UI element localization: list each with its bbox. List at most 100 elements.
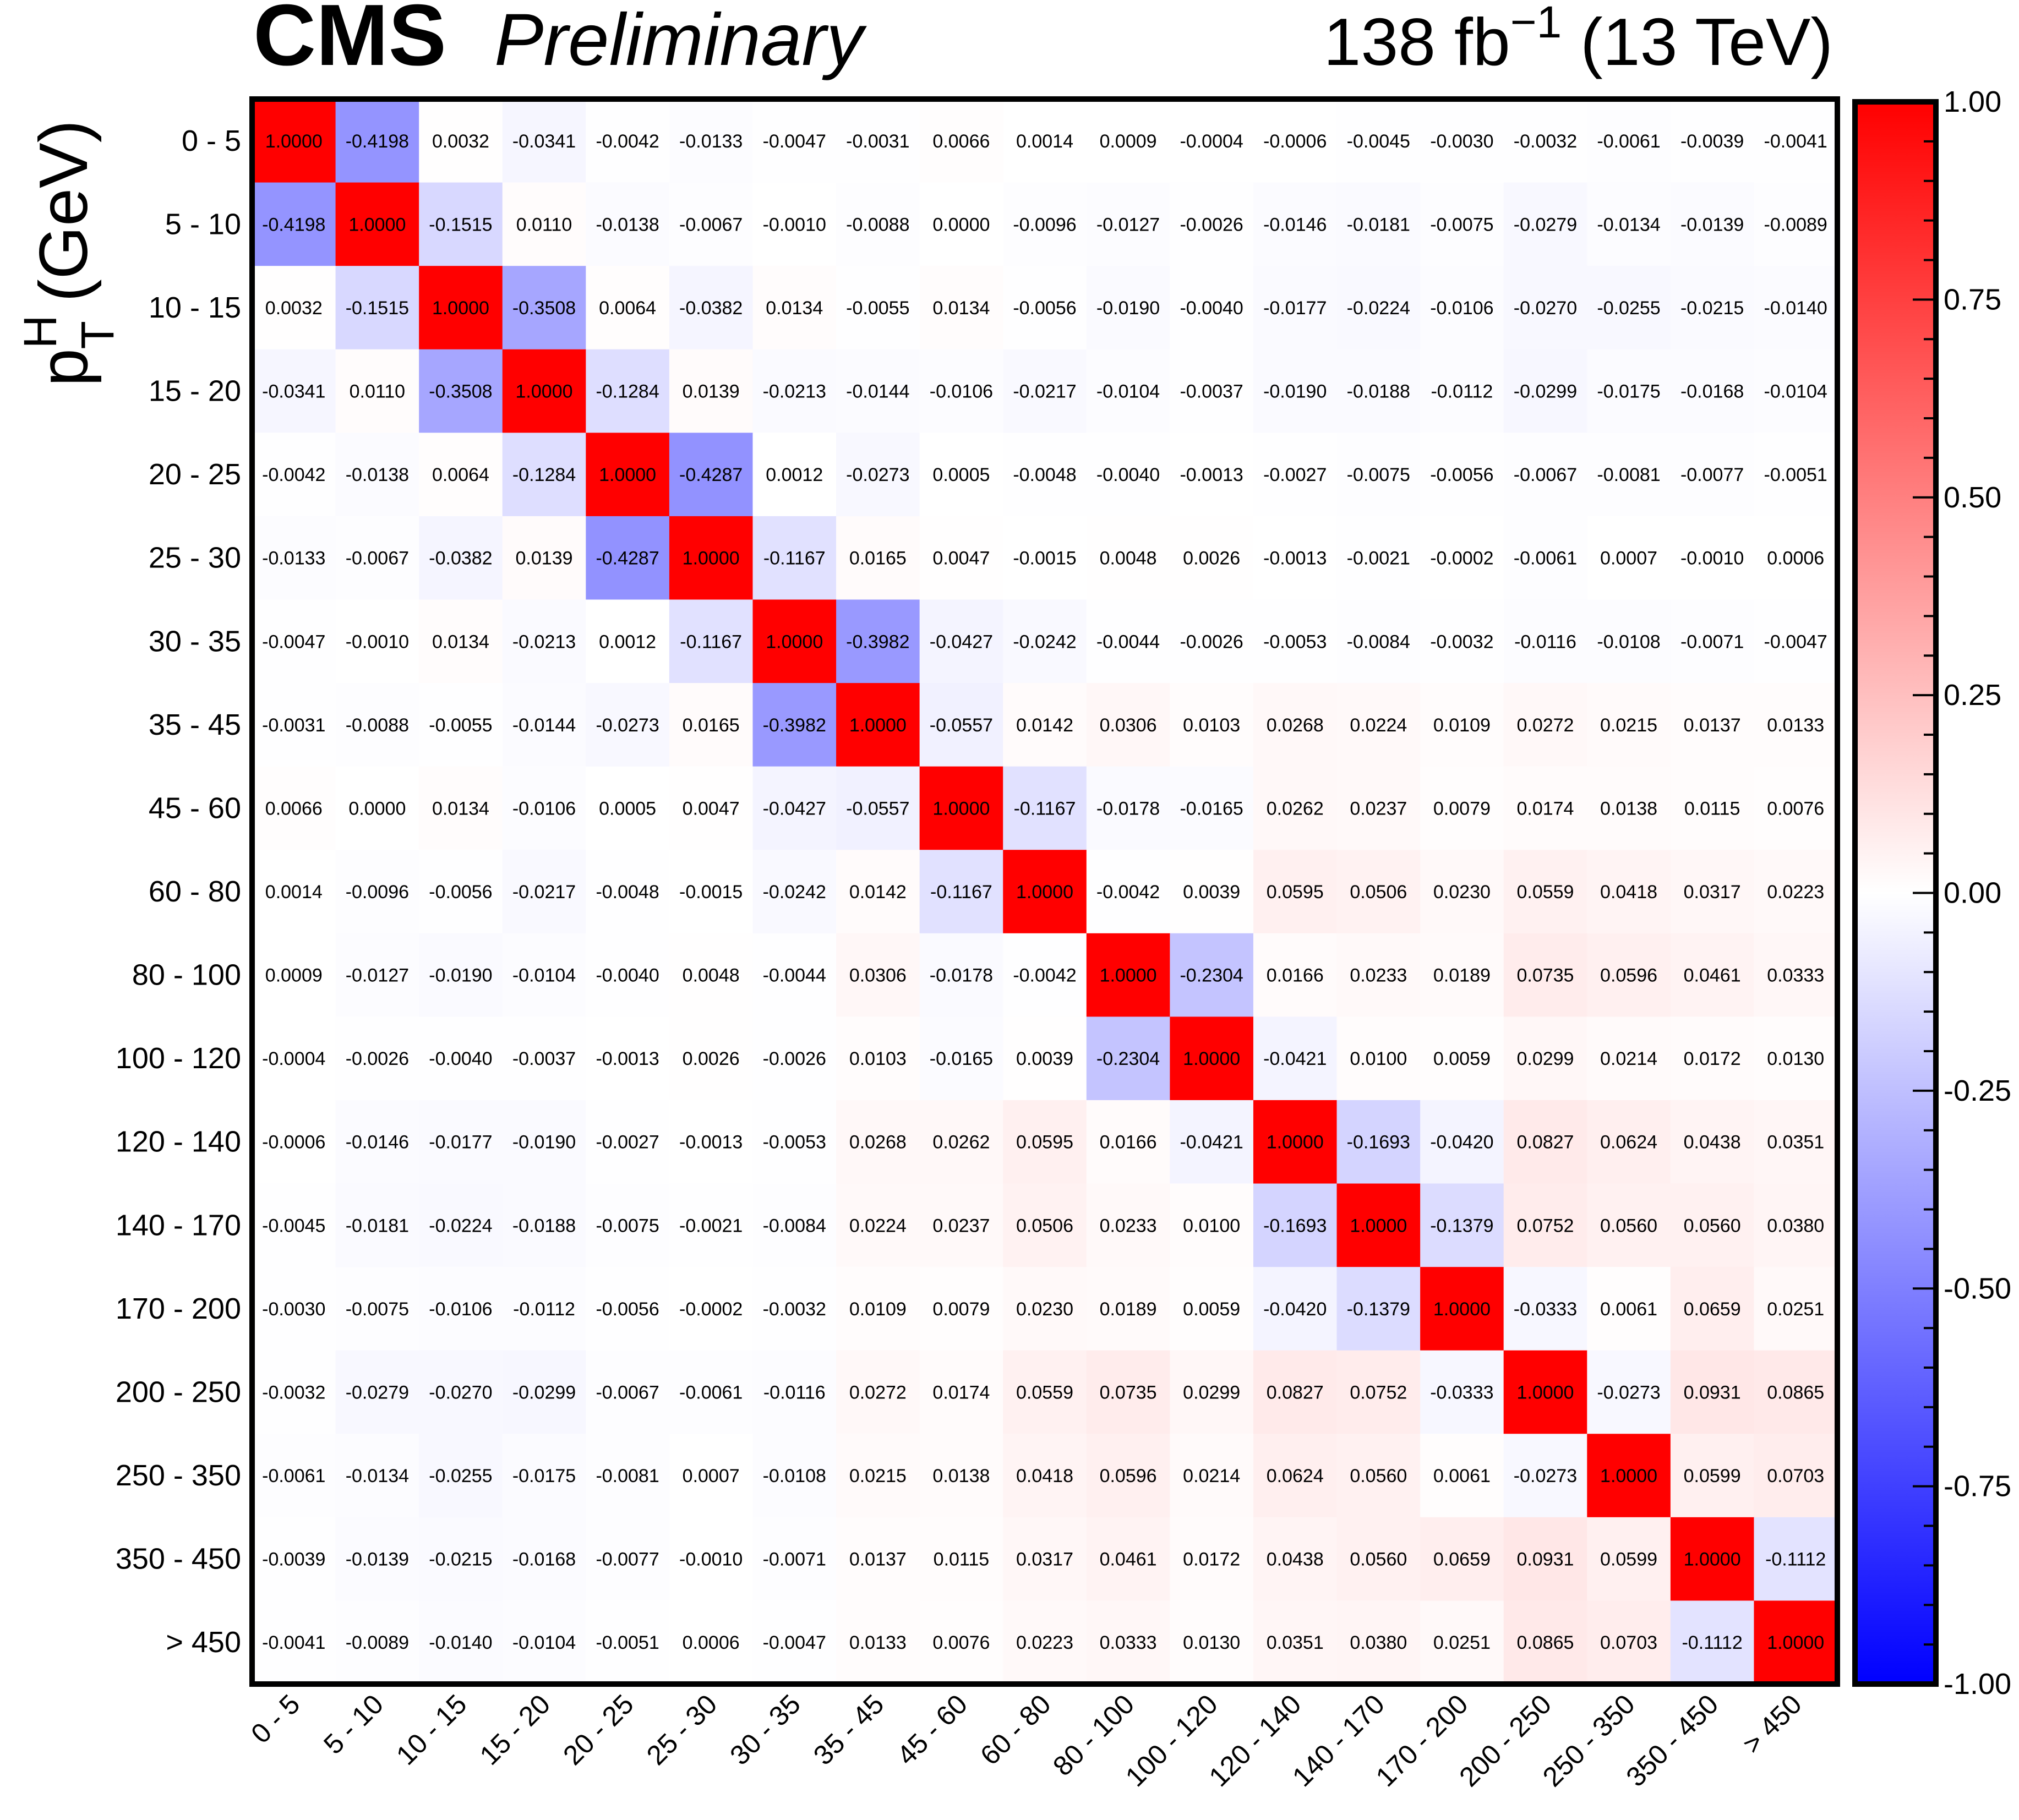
heatmap-cell: [1170, 433, 1254, 517]
heatmap-cell: [1086, 933, 1170, 1017]
heatmap-cell: [752, 266, 837, 350]
heatmap-cell: [1503, 683, 1587, 767]
cell-value-label: -0.0067: [346, 548, 409, 569]
heatmap-cell: [1086, 99, 1170, 183]
heatmap-cell: [252, 182, 336, 266]
heatmap-cell: [752, 349, 837, 433]
y-tick-label: 120 - 140: [116, 1125, 241, 1158]
heatmap-cell: [669, 1100, 754, 1184]
cell-value-label: 0.0262: [1267, 798, 1324, 819]
heatmap-cell: [1503, 1350, 1587, 1434]
heatmap-cell: [1587, 599, 1671, 684]
heatmap-cell: [1420, 683, 1504, 767]
cell-value-label: -0.0061: [262, 1466, 325, 1486]
cell-value-label: -0.0178: [930, 965, 993, 986]
cell-value-label: 1.0000: [766, 631, 823, 652]
cell-value-label: 0.0115: [1684, 798, 1740, 819]
heatmap-cell: [1420, 182, 1504, 266]
cell-value-label: -0.0037: [1180, 381, 1243, 402]
heatmap-cell: [1754, 1434, 1838, 1518]
heatmap-cell: [252, 1517, 336, 1602]
heatmap-cell: [1086, 766, 1170, 850]
cell-value-label: -0.0006: [262, 1132, 325, 1153]
heatmap-cell: [1086, 850, 1170, 934]
x-tick-label: 30 - 35: [724, 1688, 806, 1771]
heatmap-cell: [1003, 1183, 1087, 1267]
heatmap-cell: [669, 1016, 754, 1101]
heatmap-cell: [1086, 1016, 1170, 1101]
y-tick-label: 100 - 120: [116, 1042, 241, 1075]
heatmap-cell: [1336, 683, 1421, 767]
cell-value-label: 0.0032: [432, 131, 489, 152]
cell-value-label: 0.0172: [1684, 1048, 1741, 1069]
cell-value-label: -0.0047: [1764, 631, 1827, 652]
x-tick-label: 170 - 200: [1370, 1688, 1474, 1792]
cell-value-label: -0.0138: [346, 464, 409, 485]
heatmap-cell: [1003, 766, 1087, 850]
heatmap-cell: [836, 1517, 920, 1602]
x-tick-label: 0 - 5: [245, 1688, 305, 1749]
cell-value-label: -0.0188: [1347, 381, 1410, 402]
heatmap-cell: [419, 933, 503, 1017]
cell-value-label: -0.0140: [429, 1632, 492, 1653]
heatmap-cell: [1587, 766, 1671, 850]
heatmap-cell: [669, 182, 754, 266]
cell-value-label: -0.1284: [596, 381, 659, 402]
heatmap-cell: [919, 1517, 1003, 1602]
heatmap-cell: [1086, 266, 1170, 350]
cell-value-label: -0.1167: [930, 882, 992, 903]
heatmap-cell: [252, 599, 336, 684]
cell-value-label: 0.0333: [1100, 1632, 1157, 1653]
heatmap-cell: [419, 266, 503, 350]
heatmap-cell: [836, 933, 920, 1017]
cell-value-label: 0.0624: [1600, 1132, 1657, 1153]
cell-value-label: -0.0215: [1680, 298, 1744, 319]
heatmap-cell: [1253, 933, 1338, 1017]
heatmap-cell: [1587, 99, 1671, 183]
cell-value-label: -0.0106: [512, 798, 576, 819]
heatmap-cell: [919, 1434, 1003, 1518]
heatmap-cell: [1003, 1016, 1087, 1101]
colorbar-label: -0.75: [1944, 1470, 2011, 1503]
colorbar-label: 0.25: [1944, 679, 2001, 712]
cell-value-label: 0.0137: [1684, 715, 1741, 736]
cell-value-label: -0.0096: [346, 882, 409, 903]
cell-value-label: 0.0059: [1433, 1048, 1491, 1069]
heatmap-cell: [1336, 850, 1421, 934]
heatmap-cell: [1754, 1100, 1838, 1184]
heatmap-cell: [1587, 1267, 1671, 1351]
y-axis-title: pH T (GeV): [14, 120, 123, 386]
cell-value-label: -0.0026: [346, 1048, 409, 1069]
cell-value-label: -0.0002: [679, 1299, 743, 1320]
heatmap-cell: [1086, 1100, 1170, 1184]
heatmap-cell: [1420, 1434, 1504, 1518]
heatmap-cell: [1336, 182, 1421, 266]
svg-text:pHT (GeV): pH T (GeV): [14, 120, 123, 386]
heatmap-cell: [1086, 599, 1170, 684]
x-tick-label: 120 - 140: [1203, 1688, 1307, 1792]
heatmap-cell: [419, 182, 503, 266]
cell-value-label: -0.0333: [1514, 1299, 1577, 1320]
heatmap-cell: [1670, 933, 1755, 1017]
cell-value-label: 0.0827: [1516, 1132, 1574, 1153]
cell-value-label: 0.0047: [683, 798, 740, 819]
heatmap-cell: [1420, 1183, 1504, 1267]
cell-value-label: 0.0624: [1267, 1466, 1324, 1486]
cell-value-label: -0.0032: [763, 1299, 826, 1320]
y-tick-label: 20 - 25: [149, 458, 241, 491]
heatmap-cell: [252, 1434, 336, 1518]
heatmap-cell: [1587, 683, 1671, 767]
heatmap-cell: [836, 1600, 920, 1685]
heatmap-cell: [1754, 683, 1838, 767]
cell-value-label: 1.0000: [683, 548, 740, 569]
cell-value-label: -0.0273: [596, 715, 659, 736]
y-tick-label: 170 - 200: [116, 1292, 241, 1325]
cell-value-label: -0.0037: [512, 1048, 576, 1069]
heatmap-cell: [1336, 1016, 1421, 1101]
cell-value-label: -0.0341: [262, 381, 325, 402]
cell-value-label: 0.0048: [683, 965, 740, 986]
heatmap-cell: [1336, 933, 1421, 1017]
heatmap-cell: [836, 433, 920, 517]
cell-value-label: -0.0188: [512, 1215, 576, 1236]
heatmap-cell: [669, 683, 754, 767]
